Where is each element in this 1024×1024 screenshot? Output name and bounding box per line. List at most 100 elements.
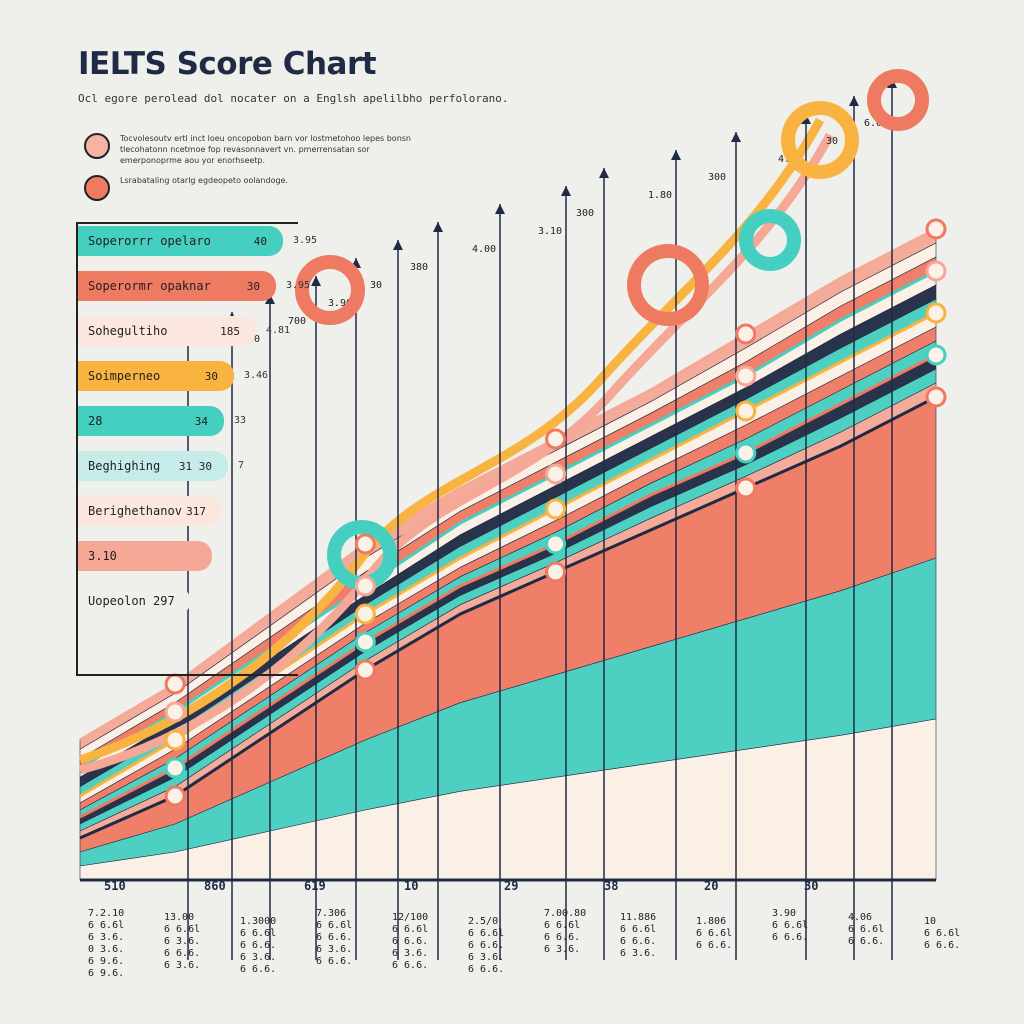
legend-item: Lsrabataling otarlg egdeopeto oolandoge. <box>84 175 424 201</box>
bottom-column: 12/100 6 6.6l 6 6.6. 6 3.6. 6 6.6. <box>392 912 429 971</box>
level-label: 3.10 <box>88 549 117 563</box>
level-value: 40 <box>253 234 267 248</box>
bottom-column: 10 6 6.6l 6 6.6. <box>924 916 961 951</box>
level-extra: 3.95 <box>293 235 318 246</box>
data-point <box>354 659 376 681</box>
arrow-head-icon <box>599 168 609 178</box>
x-tick-label: 10 <box>404 879 418 893</box>
level-bar: Soperormr opaknar 30 <box>78 271 276 301</box>
x-tick-label: 860 <box>204 879 226 893</box>
bottom-column: 3.90 6 6.6l 6 6.6. <box>772 908 809 943</box>
bottom-column: 1.806 6 6.6l 6 6.6. <box>696 916 733 951</box>
data-point <box>735 323 757 345</box>
level-value: 317 <box>186 504 206 518</box>
level-label: 28 <box>88 414 103 428</box>
bottom-column: 1.3000 6 6.6l 6 6.6. 6 3.6. 6 6.6. <box>240 916 277 975</box>
top-tick-label: 300 <box>708 172 726 183</box>
bottom-column: 7.00.80 6 6.6l 6 6.6. 6 3.6. <box>544 908 587 955</box>
level-extra: 3.46 <box>244 370 269 381</box>
legend-item: Tocvolesoutv ertl inct loeu oncopobon ba… <box>84 133 424 166</box>
data-point <box>164 757 186 779</box>
level-value: 30 <box>246 279 260 293</box>
x-tick-label: 29 <box>504 879 518 893</box>
ring-marker-icon <box>627 244 709 326</box>
data-point <box>545 428 567 450</box>
top-tick-label: 1.80 <box>648 190 672 201</box>
data-point <box>354 533 376 555</box>
legend-swatch-icon <box>84 175 110 201</box>
level-bar: Sohegultiho 185 <box>78 316 256 346</box>
series-line <box>79 227 937 742</box>
level-bar: Beghighing 31 30 <box>78 451 228 481</box>
data-point <box>925 344 947 366</box>
data-point <box>735 365 757 387</box>
level-extra: 4.81 <box>266 325 291 336</box>
level-bar: Soimperneo 30 <box>78 361 234 391</box>
series-line <box>79 395 937 840</box>
bottom-column: 2.5/0 6 6.6l 6 6.6. 6 3.6. 6 6.6. <box>468 916 505 975</box>
level-value: 185 <box>220 324 240 338</box>
data-point <box>354 631 376 653</box>
data-point <box>545 463 567 485</box>
data-point <box>164 673 186 695</box>
top-tick-label: 300 <box>576 208 594 219</box>
level-label: Soperormr opaknar <box>88 279 211 293</box>
data-point <box>735 400 757 422</box>
ring-marker-icon <box>781 101 859 179</box>
data-point <box>735 442 757 464</box>
arrow-head-icon <box>311 276 321 286</box>
bottom-column: 11.886 6 6.6l 6 6.6. 6 3.6. <box>620 912 657 959</box>
level-extra: 7 <box>238 460 245 471</box>
ribbon-curve <box>78 132 834 775</box>
ribbon-curve <box>78 117 824 765</box>
data-point <box>735 477 757 499</box>
data-point <box>354 603 376 625</box>
series-line <box>79 353 937 819</box>
legend-label: Tocvolesoutv ertl inct loeu oncopobon ba… <box>120 134 412 165</box>
arrow-head-icon <box>433 222 443 232</box>
bottom-column: 4.06 6 6.6l 6 6.6. <box>848 912 885 947</box>
data-point <box>925 386 947 408</box>
top-tick-label: 6.00 <box>864 118 888 129</box>
legend-swatch-icon <box>84 133 110 159</box>
top-tick-label: 4.00 <box>472 244 496 255</box>
arrow-head-icon <box>671 150 681 160</box>
level-label: Soperorrr opelaro <box>88 234 211 248</box>
level-label: Beghighing <box>88 459 161 473</box>
x-tick-label: 510 <box>104 879 126 893</box>
x-tick-label: 30 <box>804 879 818 893</box>
x-tick-label: 38 <box>604 879 618 893</box>
arrow-head-icon <box>393 240 403 250</box>
ring-marker-icon <box>867 69 929 131</box>
data-point <box>545 561 567 583</box>
level-label: Berighethanov <box>88 504 182 518</box>
level-label: Sohegultiho <box>88 324 168 338</box>
arrow-head-icon <box>561 186 571 196</box>
level-extra: 33 <box>234 415 247 426</box>
data-point <box>164 701 186 723</box>
data-point <box>354 575 376 597</box>
arrow-head-icon <box>265 294 275 304</box>
chart-title: IELTS Score Chart <box>78 46 377 82</box>
data-point <box>925 260 947 282</box>
level-bar: Berighethanov 317 <box>78 496 222 526</box>
top-tick-label: 30 <box>826 136 838 147</box>
top-tick-label: 3.10 <box>538 226 562 237</box>
x-tick-label: 619 <box>304 879 326 893</box>
series-line <box>79 269 937 770</box>
level-label: Uopeolon 297 <box>88 594 175 608</box>
level-panel <box>76 222 298 676</box>
top-tick-label: 380 <box>410 262 428 273</box>
arrow-head-icon <box>731 132 741 142</box>
level-bar: Soperorrr opelaro 40 <box>78 226 283 256</box>
arrow-head-icon <box>495 204 505 214</box>
level-value: 31 30 <box>178 459 212 473</box>
top-tick-label: 3.90 <box>328 298 352 309</box>
level-bar: 3.10 <box>78 541 212 571</box>
x-tick-label: 20 <box>704 879 718 893</box>
ring-marker-icon <box>739 209 801 271</box>
bottom-column: 13.00 6 6.6l 6 3.6. 6 6.6. 6 3.6. <box>164 912 201 971</box>
data-point <box>164 729 186 751</box>
bottom-column: 7.306 6 6.6l 6 6.6. 6 3.6. 6 6.6. <box>316 908 353 967</box>
